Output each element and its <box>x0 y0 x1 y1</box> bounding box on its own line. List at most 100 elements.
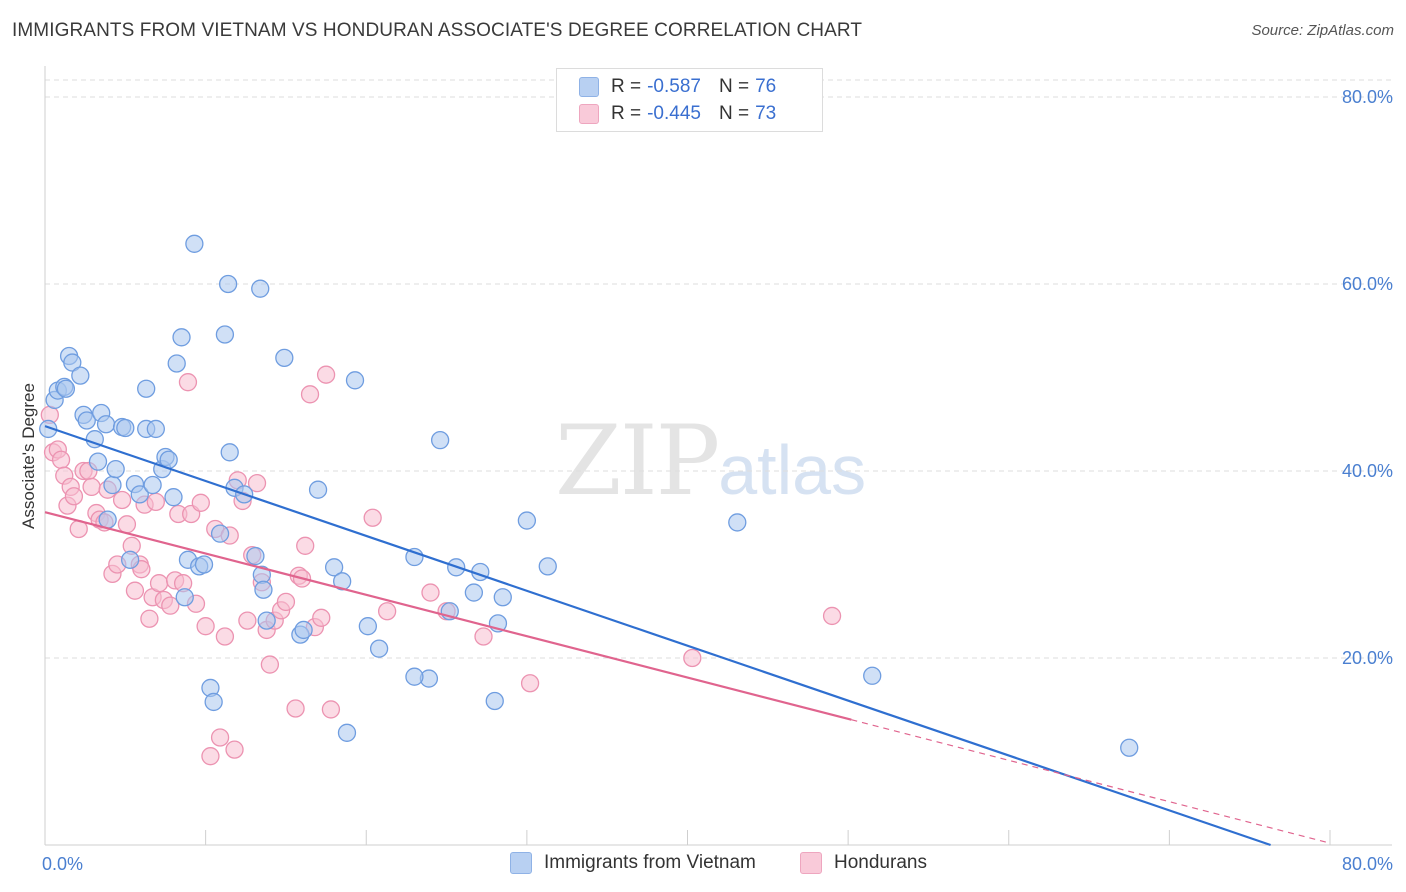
honduran-point <box>201 747 220 766</box>
honduran-point <box>822 606 842 626</box>
vietnam-point <box>430 430 450 450</box>
series-label-hondurans: Hondurans <box>834 852 927 873</box>
honduran-point <box>64 487 84 506</box>
vietnam-point <box>1120 738 1139 757</box>
series-legend: Immigrants from Vietnam Hondurans <box>0 852 1406 878</box>
watermark-atlas: atlas <box>718 431 867 509</box>
honduran-point <box>178 373 198 392</box>
y-tick-label: 40.0% <box>1342 461 1393 481</box>
honduran-point <box>225 740 244 759</box>
vietnam-point <box>175 588 194 607</box>
vietnam-point <box>218 274 238 294</box>
chart-title: IMMIGRANTS FROM VIETNAM VS HONDURAN ASSO… <box>12 20 863 41</box>
honduran-point <box>112 490 132 510</box>
honduran-point <box>683 648 702 668</box>
legend-n-label: N = <box>718 76 750 97</box>
series-legend-vietnam: Immigrants from Vietnam <box>510 852 756 874</box>
vietnam-point <box>88 452 108 471</box>
vietnam-point <box>194 555 214 574</box>
x-tick-label: 0.0% <box>42 854 83 874</box>
vietnam-point <box>251 279 270 298</box>
vietnam-point <box>358 617 378 636</box>
vietnam-point <box>164 488 183 507</box>
honduran-point <box>149 574 169 593</box>
legend-r-label: R = <box>611 103 642 124</box>
vietnam-point <box>308 480 328 499</box>
series-swatch-pink <box>800 852 822 874</box>
honduran-point <box>260 655 280 674</box>
vietnam-point <box>77 411 96 430</box>
honduran-point <box>191 493 210 512</box>
vietnam-point <box>493 588 512 607</box>
trend-lines <box>44 425 1331 847</box>
vietnam-point <box>369 639 389 658</box>
vietnam-point <box>333 572 352 591</box>
honduran-point <box>117 515 137 534</box>
y-axis-label: Associate's Degree <box>19 383 38 529</box>
vietnam-point <box>96 415 116 434</box>
honduran-point <box>421 583 440 602</box>
vietnam-point <box>246 546 265 566</box>
legend-r-label: R = <box>611 76 642 97</box>
vietnam-point <box>56 379 76 398</box>
vietnam-point <box>167 354 186 373</box>
honduran-point <box>210 728 230 747</box>
vietnam-point <box>294 620 313 640</box>
vietnam-point <box>98 510 117 529</box>
honduran-trend-line <box>44 511 852 721</box>
honduran-point <box>82 477 101 497</box>
legend-n-label: N = <box>718 103 750 124</box>
honduran-point <box>196 617 215 636</box>
axes <box>44 66 1392 846</box>
honduran-point <box>300 385 320 404</box>
vietnam-point <box>863 666 882 685</box>
vietnam-point <box>464 583 484 602</box>
vietnam-point <box>728 513 747 532</box>
series-legend-hondurans: Hondurans <box>800 852 927 874</box>
vietnam-point <box>204 692 223 712</box>
honduran-point <box>276 592 296 612</box>
honduran-point <box>146 492 165 512</box>
honduran-point <box>316 365 336 384</box>
vietnam-point <box>210 524 230 543</box>
honduran-point <box>286 699 305 718</box>
y-tick-label: 20.0% <box>1342 648 1393 668</box>
legend-r-value: -0.587 <box>647 76 701 97</box>
source-label: Source: ZipAtlas.com <box>1251 22 1394 39</box>
watermark: ZIPatlas <box>555 405 866 517</box>
honduran-point <box>125 581 145 600</box>
vietnam-point <box>146 419 165 439</box>
honduran-point <box>215 627 235 646</box>
vietnam-point <box>254 580 273 599</box>
vietnam-points <box>39 234 1139 757</box>
vietnam-point <box>220 443 239 462</box>
vietnam-point <box>71 366 90 385</box>
vietnam-point <box>172 328 191 347</box>
vietnam-point <box>538 557 557 576</box>
honduran-point <box>312 608 331 627</box>
y-tick-label: 80.0% <box>1342 87 1393 107</box>
vietnam-point <box>120 550 140 569</box>
vietnam-point <box>405 667 424 686</box>
legend-row-vietnam: R = -0.587 N = 76 <box>579 74 776 100</box>
series-swatch-blue <box>510 852 532 874</box>
honduran-point <box>238 611 257 630</box>
vietnam-point <box>130 485 149 504</box>
honduran-point <box>296 536 315 555</box>
honduran-point <box>247 474 267 493</box>
tick-labels: 20.0% 40.0% 60.0% 80.0% 0.0% 80.0% Associate's… <box>19 87 1393 874</box>
honduran-point <box>520 674 540 693</box>
vietnam-point <box>137 379 156 398</box>
vietnam-point <box>324 558 344 577</box>
honduran-point <box>377 602 397 621</box>
vietnam-point <box>345 371 365 390</box>
honduran-point <box>321 700 341 719</box>
vietnam-point <box>185 234 204 253</box>
honduran-point <box>140 609 159 628</box>
correlation-legend: R = -0.587 N = 76 R = -0.445 N = 73 <box>556 68 823 132</box>
vietnam-point <box>275 348 294 368</box>
vietnam-point <box>116 418 135 438</box>
grid <box>45 79 1392 659</box>
vietnam-point <box>39 419 58 439</box>
